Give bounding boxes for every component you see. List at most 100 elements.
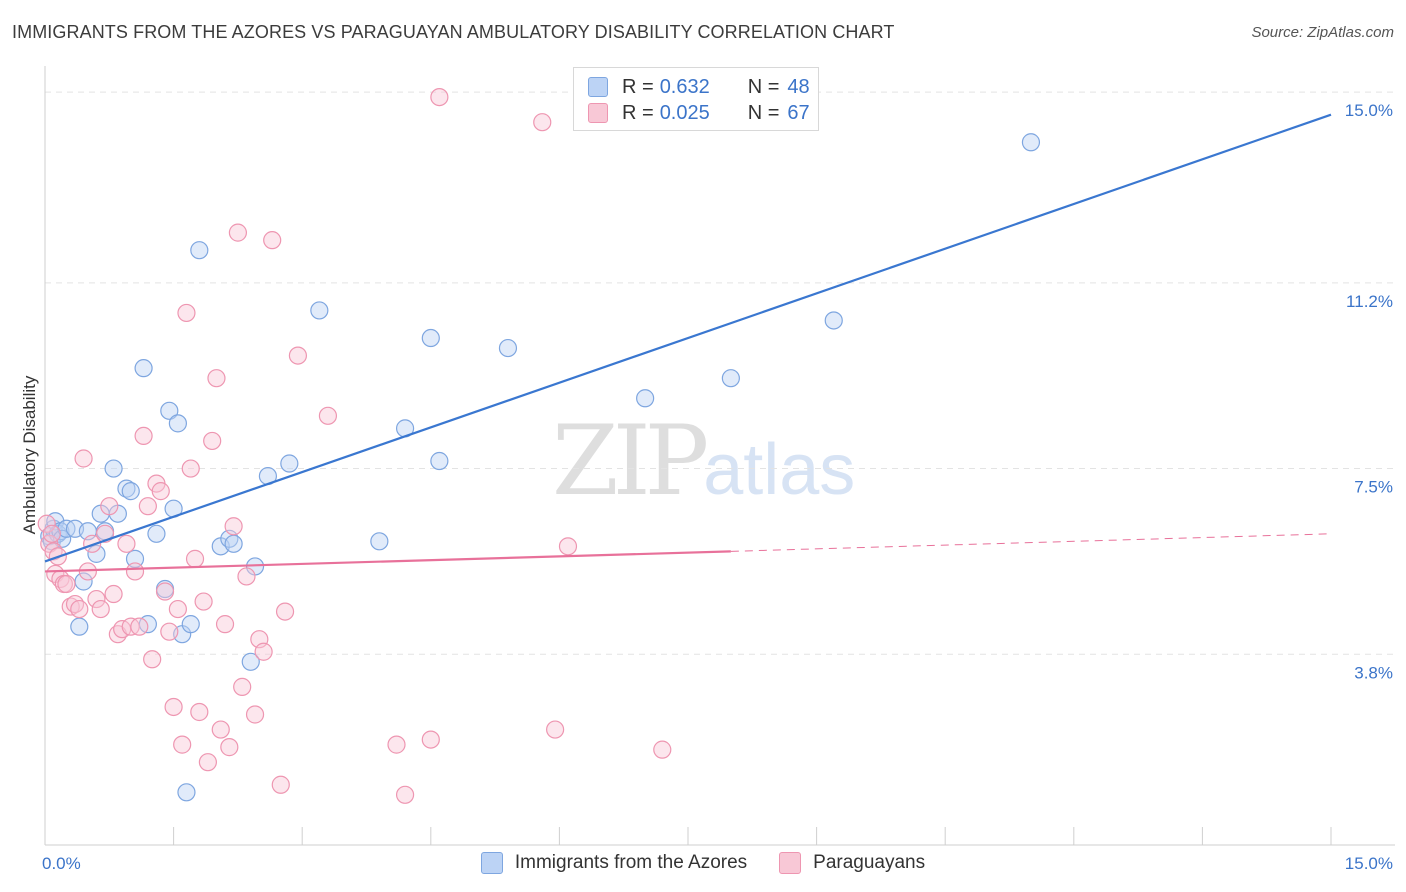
azores-point — [104, 459, 123, 478]
paraguayans-point — [395, 785, 415, 804]
paraguayans-point — [245, 705, 265, 724]
azores-point — [280, 454, 299, 473]
paraguayans-point — [198, 753, 217, 772]
azores-point — [1021, 133, 1041, 152]
paraguayans-point — [271, 775, 290, 794]
chart-title: IMMIGRANTS FROM THE AZORES VS PARAGUAYAN… — [12, 22, 895, 42]
paraguayans-point — [421, 730, 440, 749]
paraguayans-point — [237, 567, 256, 586]
paraguayans-point — [91, 599, 110, 619]
n-value-azores: 48 — [787, 75, 810, 98]
azores-point — [181, 615, 200, 634]
legend-label-azores: Immigrants from the Azores — [514, 852, 748, 873]
source-label: Source: ZipAtlas.com — [1251, 24, 1394, 41]
y-tick-label: 11.2% — [1346, 292, 1393, 311]
paraguayans-point — [100, 497, 119, 516]
azores-trendline — [44, 113, 1332, 563]
azores-point — [370, 532, 389, 551]
y-tick-label: 7.5% — [1354, 478, 1393, 497]
zipatlas-watermark: ZIPatlas — [552, 405, 855, 517]
legend-label-paraguayans: Paraguayans — [813, 852, 926, 873]
paraguayans-point — [207, 369, 226, 388]
azores-point — [636, 389, 655, 408]
paraguayans-point — [203, 431, 222, 451]
paraguayans-point — [164, 697, 183, 717]
paraguayans-point — [155, 582, 175, 601]
azores-point — [121, 482, 140, 501]
paraguayans-point — [220, 738, 239, 757]
legend-item-azores[interactable]: Immigrants from the Azores — [480, 852, 748, 874]
paraguayans-point — [228, 223, 247, 242]
watermark-atlas: atlas — [703, 430, 856, 510]
paraguayans-point — [430, 87, 449, 107]
paraguayans-point — [211, 720, 230, 739]
paraguayans-point — [387, 735, 406, 754]
paraguayans-point — [254, 642, 273, 661]
y-tick-label: 15.0% — [1345, 101, 1393, 120]
legend-item-paraguayans[interactable]: Paraguayans — [779, 852, 925, 874]
azores-point — [168, 414, 187, 433]
paraguayans-point — [160, 622, 179, 641]
paraguayans-point — [168, 599, 187, 619]
paraguayans-point — [181, 459, 200, 478]
paraguayans-point — [151, 482, 170, 501]
paraguayans-point — [42, 524, 61, 543]
stats-legend: R = 0.632 N = 48 R = 0.025 N = 67 — [573, 67, 819, 131]
azores-point — [87, 544, 106, 563]
paraguayans-point — [104, 584, 123, 604]
paraguayans-point — [263, 231, 282, 250]
azores-point — [177, 783, 196, 802]
paraguayans-point — [288, 346, 308, 365]
paraguayans-point — [173, 735, 192, 754]
paraguayans-point — [233, 677, 252, 696]
azores-point — [147, 524, 166, 543]
azores-point — [498, 338, 518, 358]
paraguayans-point — [653, 740, 672, 759]
legend-swatch-paraguayans — [779, 852, 802, 874]
series-legend: Immigrants from the Azores Paraguayans — [0, 852, 1406, 874]
paraguayans-point — [177, 303, 196, 323]
paraguayans-point — [224, 517, 243, 536]
n-label: N = — [747, 101, 780, 124]
paraguayans-point — [134, 426, 153, 446]
n-value-paraguayans: 67 — [787, 101, 810, 124]
stats-legend-row-paraguayans: R = 0.025 N = 67 — [588, 101, 810, 125]
azores-point — [125, 549, 145, 568]
azores-point — [421, 328, 440, 348]
paraguayans-point — [70, 599, 89, 619]
paraguayans-point — [190, 702, 209, 722]
azores-point — [824, 311, 843, 330]
paraguayans-point — [57, 574, 76, 594]
n-label: N = — [747, 75, 780, 98]
paraguayans-swatch — [588, 103, 608, 123]
paraguayans-point — [87, 589, 106, 609]
azores-point — [721, 369, 740, 388]
azores-point — [310, 301, 329, 320]
paraguayans-trendline-extension — [730, 533, 1332, 552]
paraguayans-point — [546, 720, 565, 739]
azores-point — [241, 652, 260, 671]
azores-point — [190, 241, 209, 260]
y-axis-title: Ambulatory Disability — [20, 375, 39, 534]
paraguayans-point — [275, 602, 295, 621]
y-tick-label: 3.8% — [1354, 663, 1393, 682]
stats-legend-row-azores: R = 0.632 N = 48 — [588, 75, 810, 99]
paraguayans-point — [318, 406, 338, 425]
legend-swatch-azores — [480, 852, 503, 874]
watermark-zip: ZIP — [552, 405, 709, 517]
paraguayans-point — [194, 592, 213, 611]
azores-point — [134, 359, 153, 378]
x-tick-label: 0.0% — [42, 854, 81, 873]
r-label: R = — [622, 101, 654, 124]
paraguayans-point — [143, 650, 162, 669]
paraguayans-point — [74, 449, 93, 468]
x-tick-label: 15.0% — [1345, 854, 1393, 873]
paraguayans-trendline — [44, 550, 731, 573]
azores-point — [70, 617, 89, 636]
azores-point — [224, 534, 243, 553]
paraguayans-point — [558, 537, 578, 556]
azores-point — [430, 451, 449, 471]
paraguayans-point — [533, 113, 552, 132]
azores-swatch — [588, 77, 608, 97]
